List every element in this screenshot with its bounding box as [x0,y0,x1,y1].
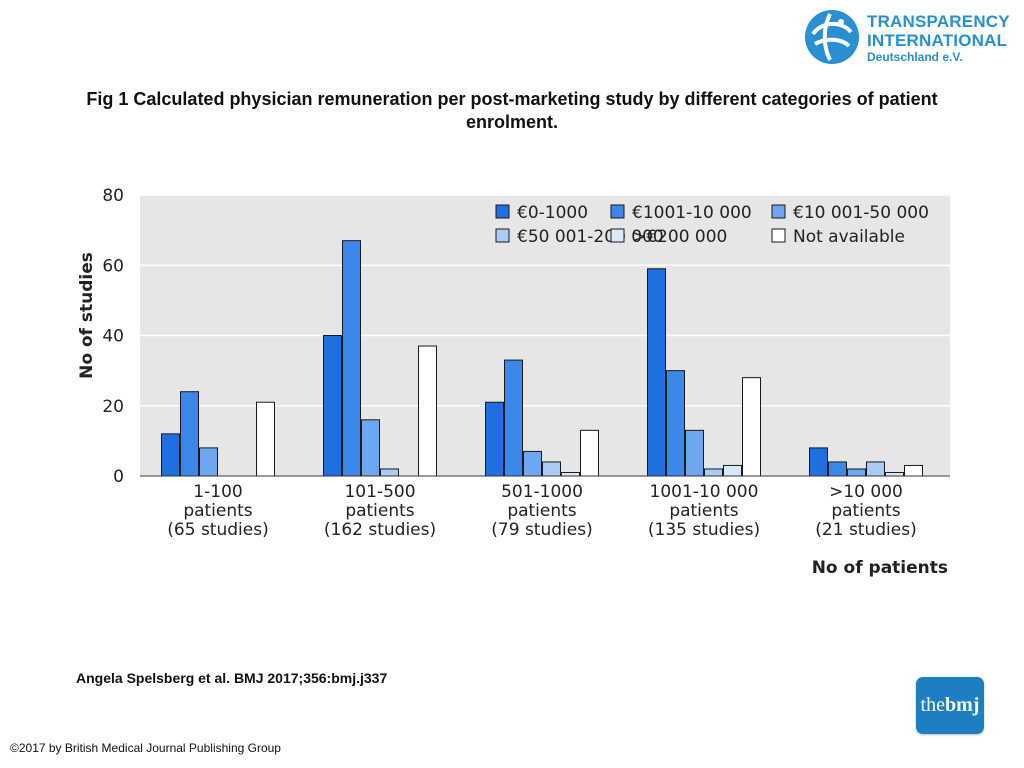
x-tick-label: patients [507,501,576,521]
bar [342,240,361,477]
x-tick-label: (21 studies) [815,520,916,540]
bar [523,450,542,477]
bar [723,464,742,477]
bar [418,345,437,477]
legend-swatch [495,204,510,219]
legend-label: €10 001-50 000 [793,203,929,223]
bar [561,471,580,477]
x-tick-label: 101-500 [344,482,415,502]
bar [380,468,399,477]
x-tick-label: (162 studies) [324,520,436,540]
bar [742,377,761,477]
legend-label: €1001-10 000 [632,203,752,223]
y-tick-label: 80 [102,186,124,206]
legend-swatch [771,228,786,243]
y-axis-label: No of studies [77,252,97,379]
bmj-logo-the: the [920,694,945,716]
bar [485,401,504,477]
y-tick-label: 40 [102,327,124,347]
bmj-logo: the bmj [916,677,984,734]
globe-icon [805,10,859,64]
bar [847,468,866,477]
logo-line-2: INTERNATIONAL [867,31,1008,50]
transparency-international-logo: TRANSPARENCY INTERNATIONAL Deutschland e… [803,8,1010,70]
x-tick-label: (135 studies) [648,520,760,540]
bar [504,359,523,477]
y-tick-label: 60 [102,256,124,276]
bar [161,433,180,477]
logo-line-1: TRANSPARENCY [867,12,1010,31]
bar [828,461,847,477]
x-tick-label: patients [183,501,252,521]
x-tick-label: 1001-10 000 [650,482,759,502]
x-tick-label: >10 000 [829,482,903,502]
x-tick-label: (65 studies) [167,520,268,540]
bar [361,419,380,477]
legend-label: €50 001-200 000 [517,227,664,247]
bar [704,468,723,477]
legend-label: Not available [793,227,905,247]
x-tick-label: 1-100 [193,482,242,502]
bar [580,429,599,477]
legend-label: €0-1000 [517,203,588,223]
y-tick-label: 20 [102,397,124,417]
x-tick-label: patients [831,501,900,521]
legend-swatch [610,204,625,219]
y-tick-label: 0 [113,467,124,487]
bar [885,471,904,477]
bar [542,461,561,477]
bar [685,429,704,477]
bar [809,447,828,477]
bar [666,370,685,477]
copyright: ©2017 by British Medical Journal Publish… [10,741,281,755]
x-tick-label: patients [345,501,414,521]
legend-label: >€200 000 [632,227,727,247]
legend-swatch [610,228,625,243]
x-tick-label: (79 studies) [491,520,592,540]
bar [904,464,923,477]
x-tick-label: patients [669,501,738,521]
x-tick-label: 501-1000 [501,482,583,502]
citation: Angela Spelsberg et al. BMJ 2017;356:bmj… [76,670,388,686]
bmj-logo-bmj: bmj [944,694,980,716]
bar [199,447,218,477]
x-axis-label: No of patients [812,558,948,578]
bar [323,335,342,477]
legend-swatch [771,204,786,219]
figure-title: Fig 1 Calculated physician remuneration … [86,89,938,132]
bar [866,461,885,477]
legend-swatch [495,228,510,243]
logo-line-3: Deutschland e.V. [867,50,963,64]
bar [256,401,275,477]
bar [180,391,199,477]
bar [647,268,666,477]
